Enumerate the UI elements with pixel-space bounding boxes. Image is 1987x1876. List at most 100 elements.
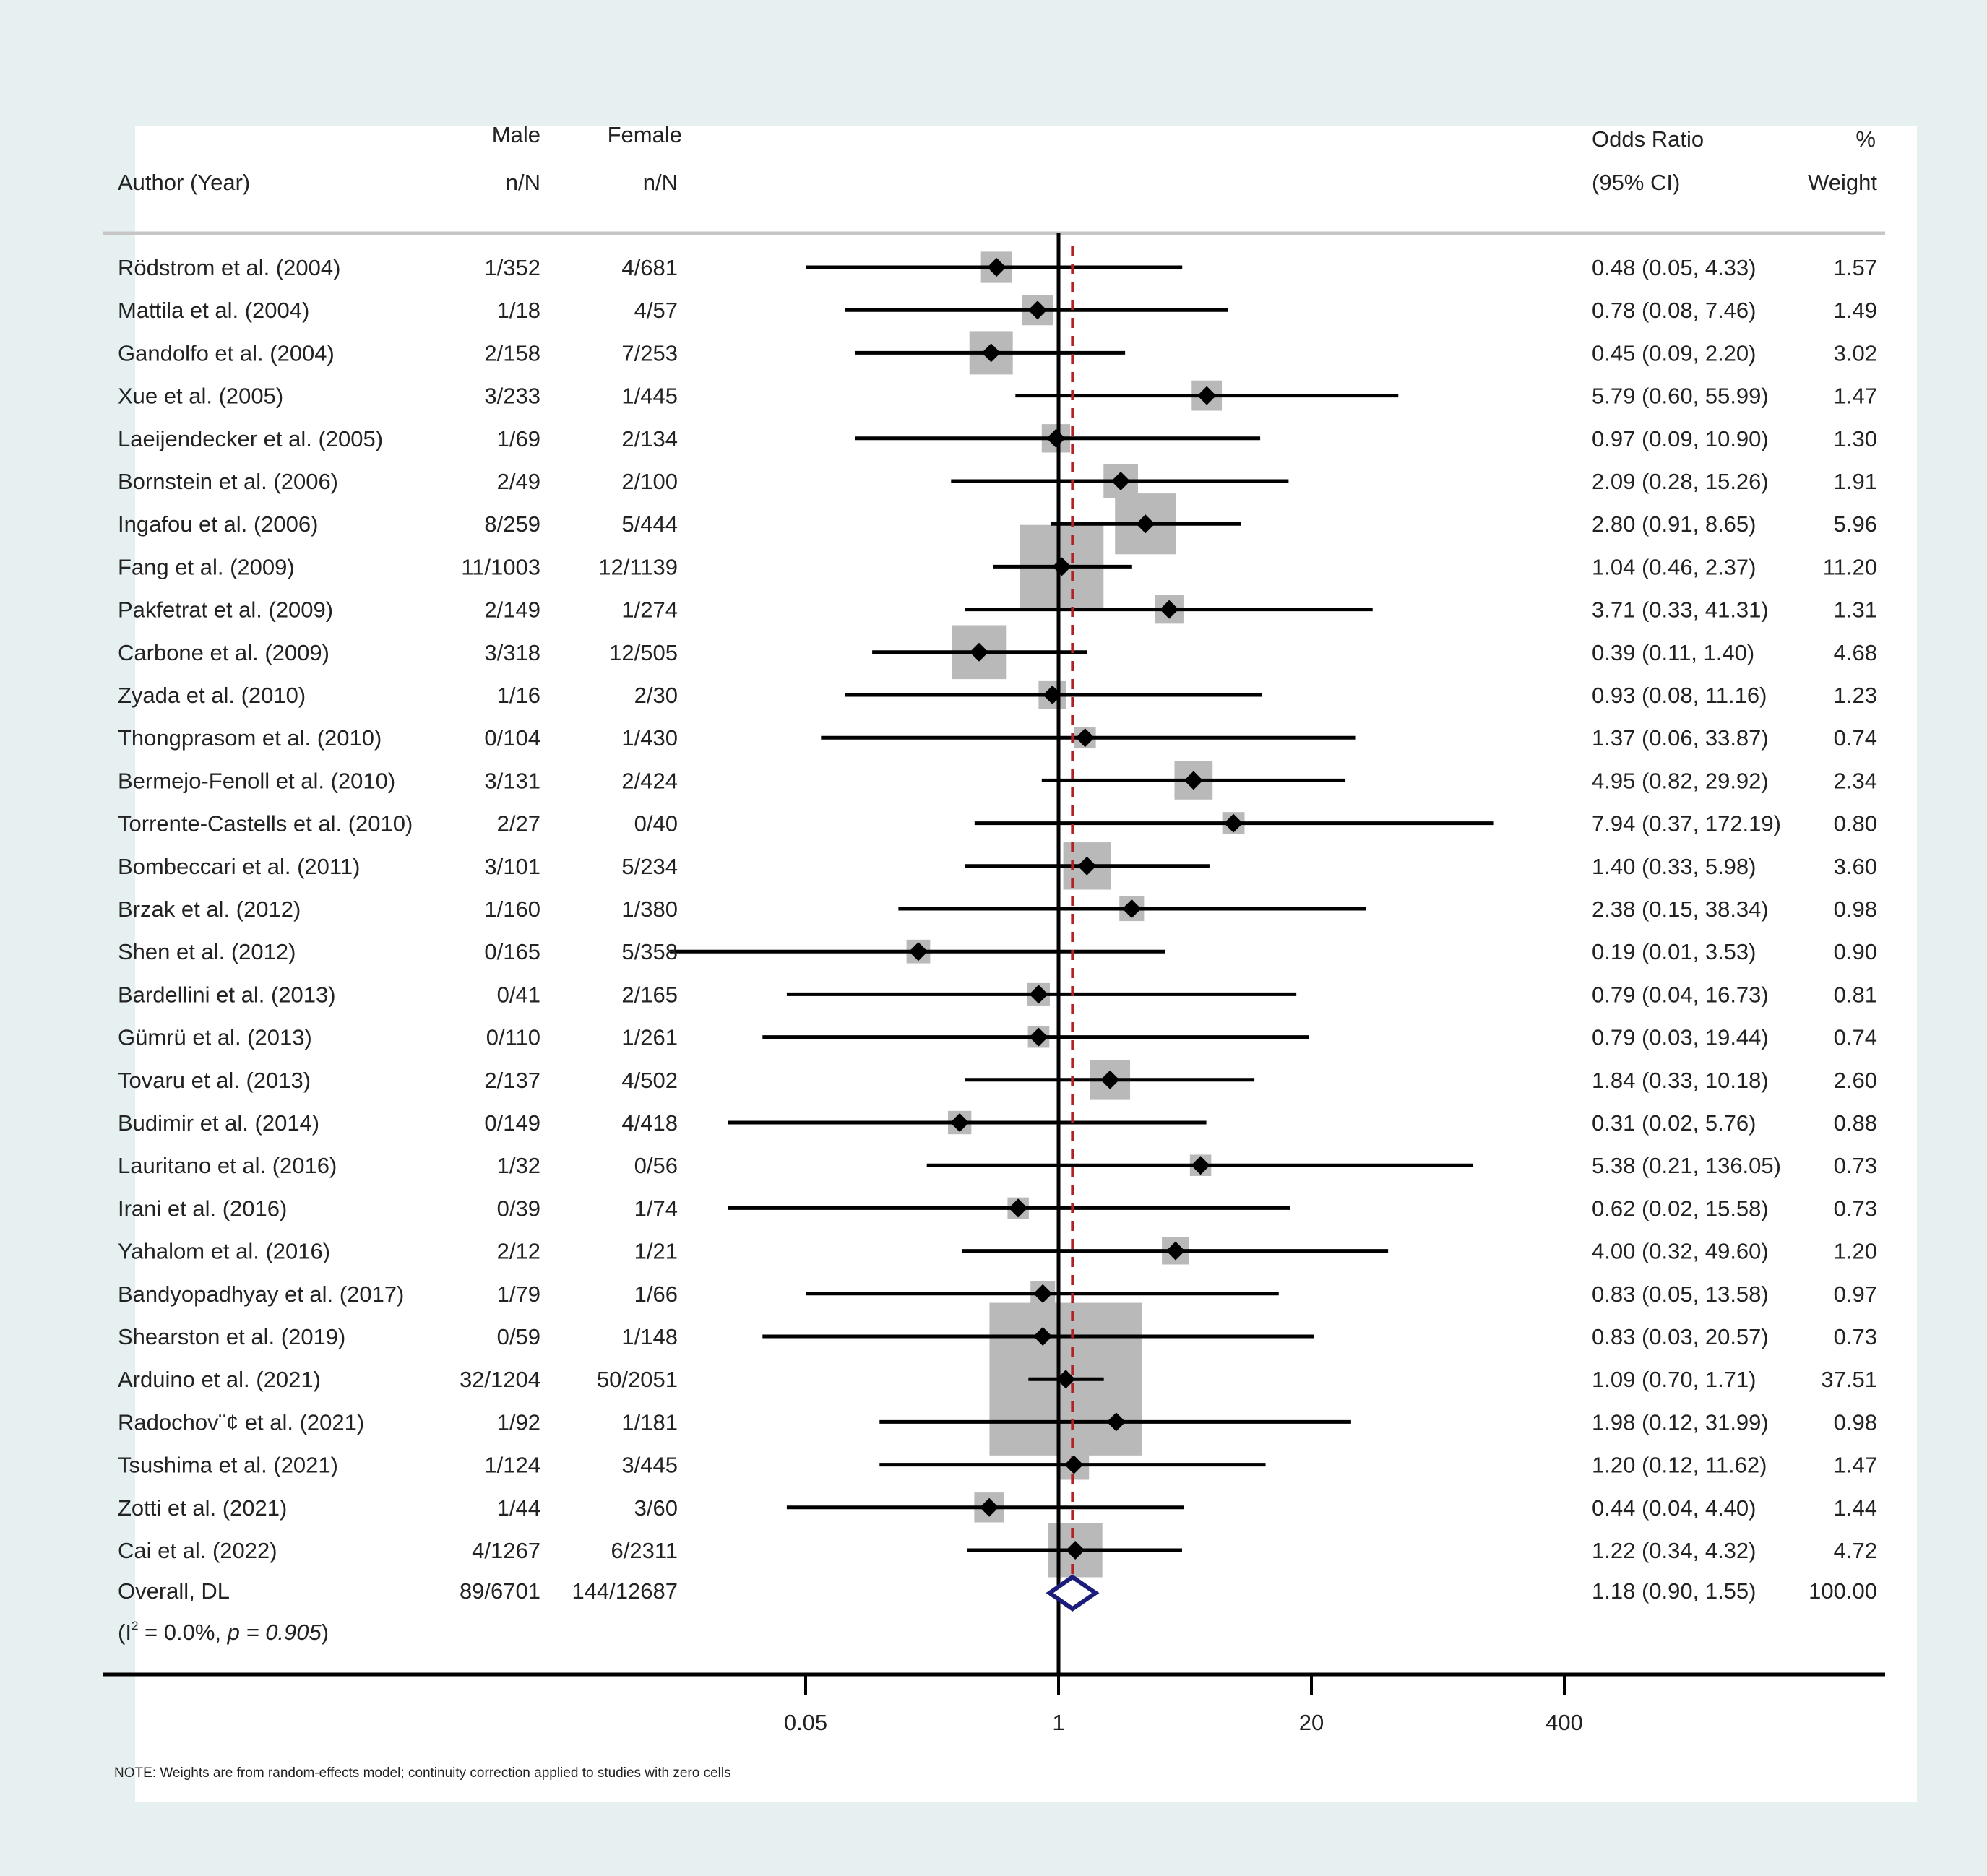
- study-or-ci: 4.95 (0.82, 29.92): [1592, 768, 1769, 793]
- study-weight: 1.30: [1834, 426, 1877, 451]
- overall-female: 144/12687: [572, 1578, 678, 1604]
- study-male-count: 2/12: [497, 1239, 540, 1264]
- study-author: Gandolfo et al. (2004): [118, 340, 335, 366]
- study-author: Pakfetrat et al. (2009): [118, 597, 333, 623]
- study-female-count: 1/380: [621, 896, 678, 922]
- study-author: Thongprasom et al. (2010): [118, 725, 382, 751]
- study-male-count: 0/59: [497, 1324, 540, 1349]
- study-weight: 1.47: [1834, 1453, 1877, 1478]
- study-or-ci: 0.48 (0.05, 4.33): [1592, 255, 1757, 280]
- point-estimate: [1077, 856, 1097, 876]
- study-author: Gümrü et al. (2013): [118, 1025, 312, 1050]
- study-male-count: 11/1003: [461, 554, 540, 579]
- overall-male: 89/6701: [460, 1578, 540, 1604]
- study-female-count: 7/253: [621, 340, 678, 366]
- study-weight: 0.88: [1834, 1110, 1877, 1136]
- study-female-count: 1/261: [621, 1025, 678, 1050]
- heterogeneity-superscript: 2: [132, 1619, 138, 1633]
- point-estimate: [969, 642, 988, 662]
- plot-area: [135, 126, 1917, 1802]
- study-author: Fang et al. (2009): [118, 554, 295, 579]
- study-male-count: 1/92: [497, 1409, 540, 1435]
- point-estimate: [981, 343, 1001, 363]
- study-weight: 1.47: [1834, 384, 1877, 409]
- study-male-count: 3/233: [484, 384, 540, 409]
- study-weight: 1.31: [1834, 597, 1877, 623]
- study-male-count: 1/69: [497, 426, 540, 451]
- overall-ci: 1.18 (0.90, 1.55): [1592, 1578, 1757, 1604]
- point-estimate: [1029, 1027, 1048, 1047]
- study-male-count: 2/158: [484, 340, 540, 366]
- study-or-ci: 0.79 (0.03, 19.44): [1592, 1025, 1769, 1050]
- study-male-count: 0/149: [484, 1110, 540, 1136]
- study-or-ci: 0.83 (0.05, 13.58): [1592, 1281, 1769, 1307]
- study-or-ci: 1.40 (0.33, 5.98): [1592, 854, 1757, 879]
- x-tick-label: 20: [1299, 1710, 1324, 1735]
- study-female-count: 4/57: [634, 298, 678, 323]
- study-female-count: 4/418: [621, 1110, 678, 1136]
- study-or-ci: 0.39 (0.11, 1.40): [1592, 640, 1754, 665]
- study-author: Bandyopadhyay et al. (2017): [118, 1281, 404, 1307]
- heterogeneity-suffix: ): [322, 1620, 329, 1645]
- study-male-count: 0/39: [497, 1196, 540, 1221]
- point-estimate: [1075, 728, 1095, 748]
- reference-lines: [1056, 233, 1074, 1674]
- study-author: Ingafou et al. (2006): [118, 511, 318, 537]
- study-weight: 1.44: [1834, 1495, 1877, 1521]
- point-estimate: [1160, 600, 1179, 619]
- study-weight: 0.74: [1834, 725, 1877, 751]
- point-estimate: [908, 942, 928, 961]
- point-estimate: [1029, 985, 1048, 1004]
- study-or-ci: 2.80 (0.91, 8.65): [1592, 511, 1757, 537]
- study-author: Cai et al. (2022): [118, 1538, 277, 1563]
- study-weight: 0.98: [1834, 1409, 1877, 1435]
- point-estimate: [980, 1497, 999, 1517]
- study-male-count: 1/32: [497, 1153, 540, 1178]
- overall-weight: 100.00: [1809, 1578, 1877, 1604]
- study-weight: 0.74: [1834, 1025, 1877, 1050]
- study-weight: 0.80: [1834, 811, 1877, 837]
- point-estimate: [1043, 686, 1062, 704]
- study-author: Lauritano et al. (2016): [118, 1153, 337, 1178]
- footnote: NOTE: Weights are from random-effects mo…: [114, 1765, 731, 1781]
- study-male-count: 8/259: [484, 511, 540, 537]
- study-female-count: 1/74: [634, 1196, 678, 1221]
- study-male-count: 32/1204: [460, 1367, 540, 1392]
- study-author: Tovaru et al. (2013): [118, 1068, 311, 1093]
- point-estimates: [908, 258, 1244, 1560]
- study-or-ci: 0.79 (0.04, 16.73): [1592, 982, 1769, 1007]
- study-weight: 1.23: [1834, 683, 1877, 708]
- study-or-ci: 1.04 (0.46, 2.37): [1592, 554, 1757, 579]
- study-weight: 1.57: [1834, 255, 1877, 280]
- study-author: Bardellini et al. (2013): [118, 982, 336, 1007]
- study-female-count: 2/134: [621, 426, 678, 451]
- study-male-count: 1/160: [484, 896, 540, 922]
- study-author: Mattila et al. (2004): [118, 298, 309, 323]
- study-author: Rödstrom et al. (2004): [118, 255, 340, 280]
- study-author: Shearston et al. (2019): [118, 1324, 345, 1349]
- study-male-count: 0/165: [484, 939, 540, 964]
- header-weight-label: Weight: [1808, 170, 1877, 195]
- point-estimate: [1064, 1455, 1084, 1474]
- point-estimate: [1033, 1327, 1053, 1346]
- study-author: Carbone et al. (2009): [118, 640, 329, 665]
- study-female-count: 4/502: [621, 1068, 678, 1093]
- header-author-label: Author (Year): [118, 170, 250, 195]
- study-author: Budimir et al. (2014): [118, 1110, 319, 1136]
- x-tick-label: 400: [1546, 1710, 1583, 1735]
- study-or-ci: 3.71 (0.33, 41.31): [1592, 597, 1769, 623]
- point-estimate: [1136, 514, 1155, 534]
- study-or-ci: 0.97 (0.09, 10.90): [1592, 426, 1769, 451]
- study-male-count: 3/318: [484, 640, 540, 665]
- study-or-ci: 5.38 (0.21, 136.05): [1592, 1153, 1781, 1178]
- study-male-count: 0/110: [486, 1025, 540, 1050]
- header-male-label: Male: [492, 122, 540, 147]
- overall-row: Overall, DL 89/6701 144/12687 1.18 (0.90…: [118, 1578, 1877, 1604]
- study-female-count: 5/358: [621, 939, 678, 964]
- study-or-ci: 5.79 (0.60, 55.99): [1592, 384, 1769, 409]
- point-estimate: [950, 1113, 970, 1132]
- study-author: Xue et al. (2005): [118, 384, 283, 409]
- study-weight: 1.91: [1834, 469, 1877, 494]
- header-percent-label: %: [1855, 126, 1876, 152]
